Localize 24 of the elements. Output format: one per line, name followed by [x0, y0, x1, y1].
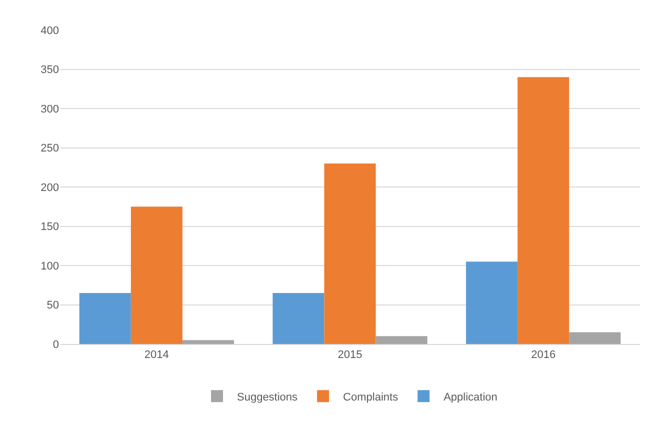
- bar: [376, 336, 428, 344]
- bar: [518, 77, 570, 344]
- bar: [569, 332, 621, 344]
- legend-label: Complaints: [343, 391, 399, 404]
- y-tick-label: 150: [40, 221, 59, 234]
- y-tick-label: 300: [40, 103, 59, 116]
- x-tick-label: 2014: [144, 349, 169, 362]
- y-tick-label: 200: [40, 182, 59, 194]
- bar: [79, 292, 131, 344]
- legend-label: Suggestions: [237, 391, 298, 404]
- x-tick-label: 2015: [338, 349, 362, 362]
- x-tick-label: 2016: [531, 349, 556, 362]
- y-tick-label: 250: [40, 142, 59, 155]
- legend-label: Application: [444, 391, 498, 404]
- y-tick-label: 50: [46, 300, 59, 312]
- y-tick-label: 400: [40, 24, 59, 37]
- y-tick-label: 0: [52, 338, 59, 351]
- bar: [130, 206, 182, 344]
- bar: [324, 163, 376, 344]
- bar: [182, 340, 234, 344]
- bar: [272, 292, 324, 344]
- bar: [466, 262, 518, 344]
- y-tick-label: 350: [40, 64, 59, 76]
- y-tick-label: 100: [40, 260, 59, 272]
